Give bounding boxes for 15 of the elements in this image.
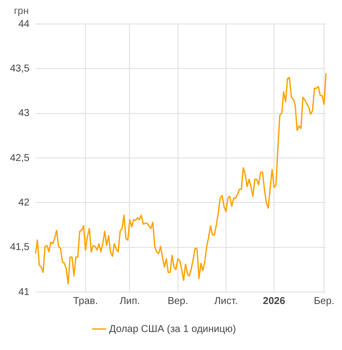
y-tick-label: 41,5: [10, 242, 30, 254]
y-tick-label: 41: [18, 286, 30, 298]
x-tick-label: Лист.: [214, 296, 238, 307]
y-tick-label: 42: [18, 197, 30, 208]
y-axis-title: грн: [14, 6, 29, 17]
x-tick-label: 2026: [262, 296, 286, 307]
y-tick-label: 42,5: [10, 152, 30, 164]
x-tick-label: Трав.: [73, 296, 98, 307]
y-tick-label: 43,5: [10, 63, 30, 74]
x-tick-label: Лип.: [120, 296, 140, 307]
y-tick-label: 44: [18, 18, 30, 30]
y-tick-label: 43: [18, 108, 30, 120]
x-tick-label: Вер.: [168, 296, 188, 307]
x-tick-label: Бер.: [314, 296, 334, 307]
legend-label: Долар США (за 1 одиницю): [109, 324, 236, 335]
